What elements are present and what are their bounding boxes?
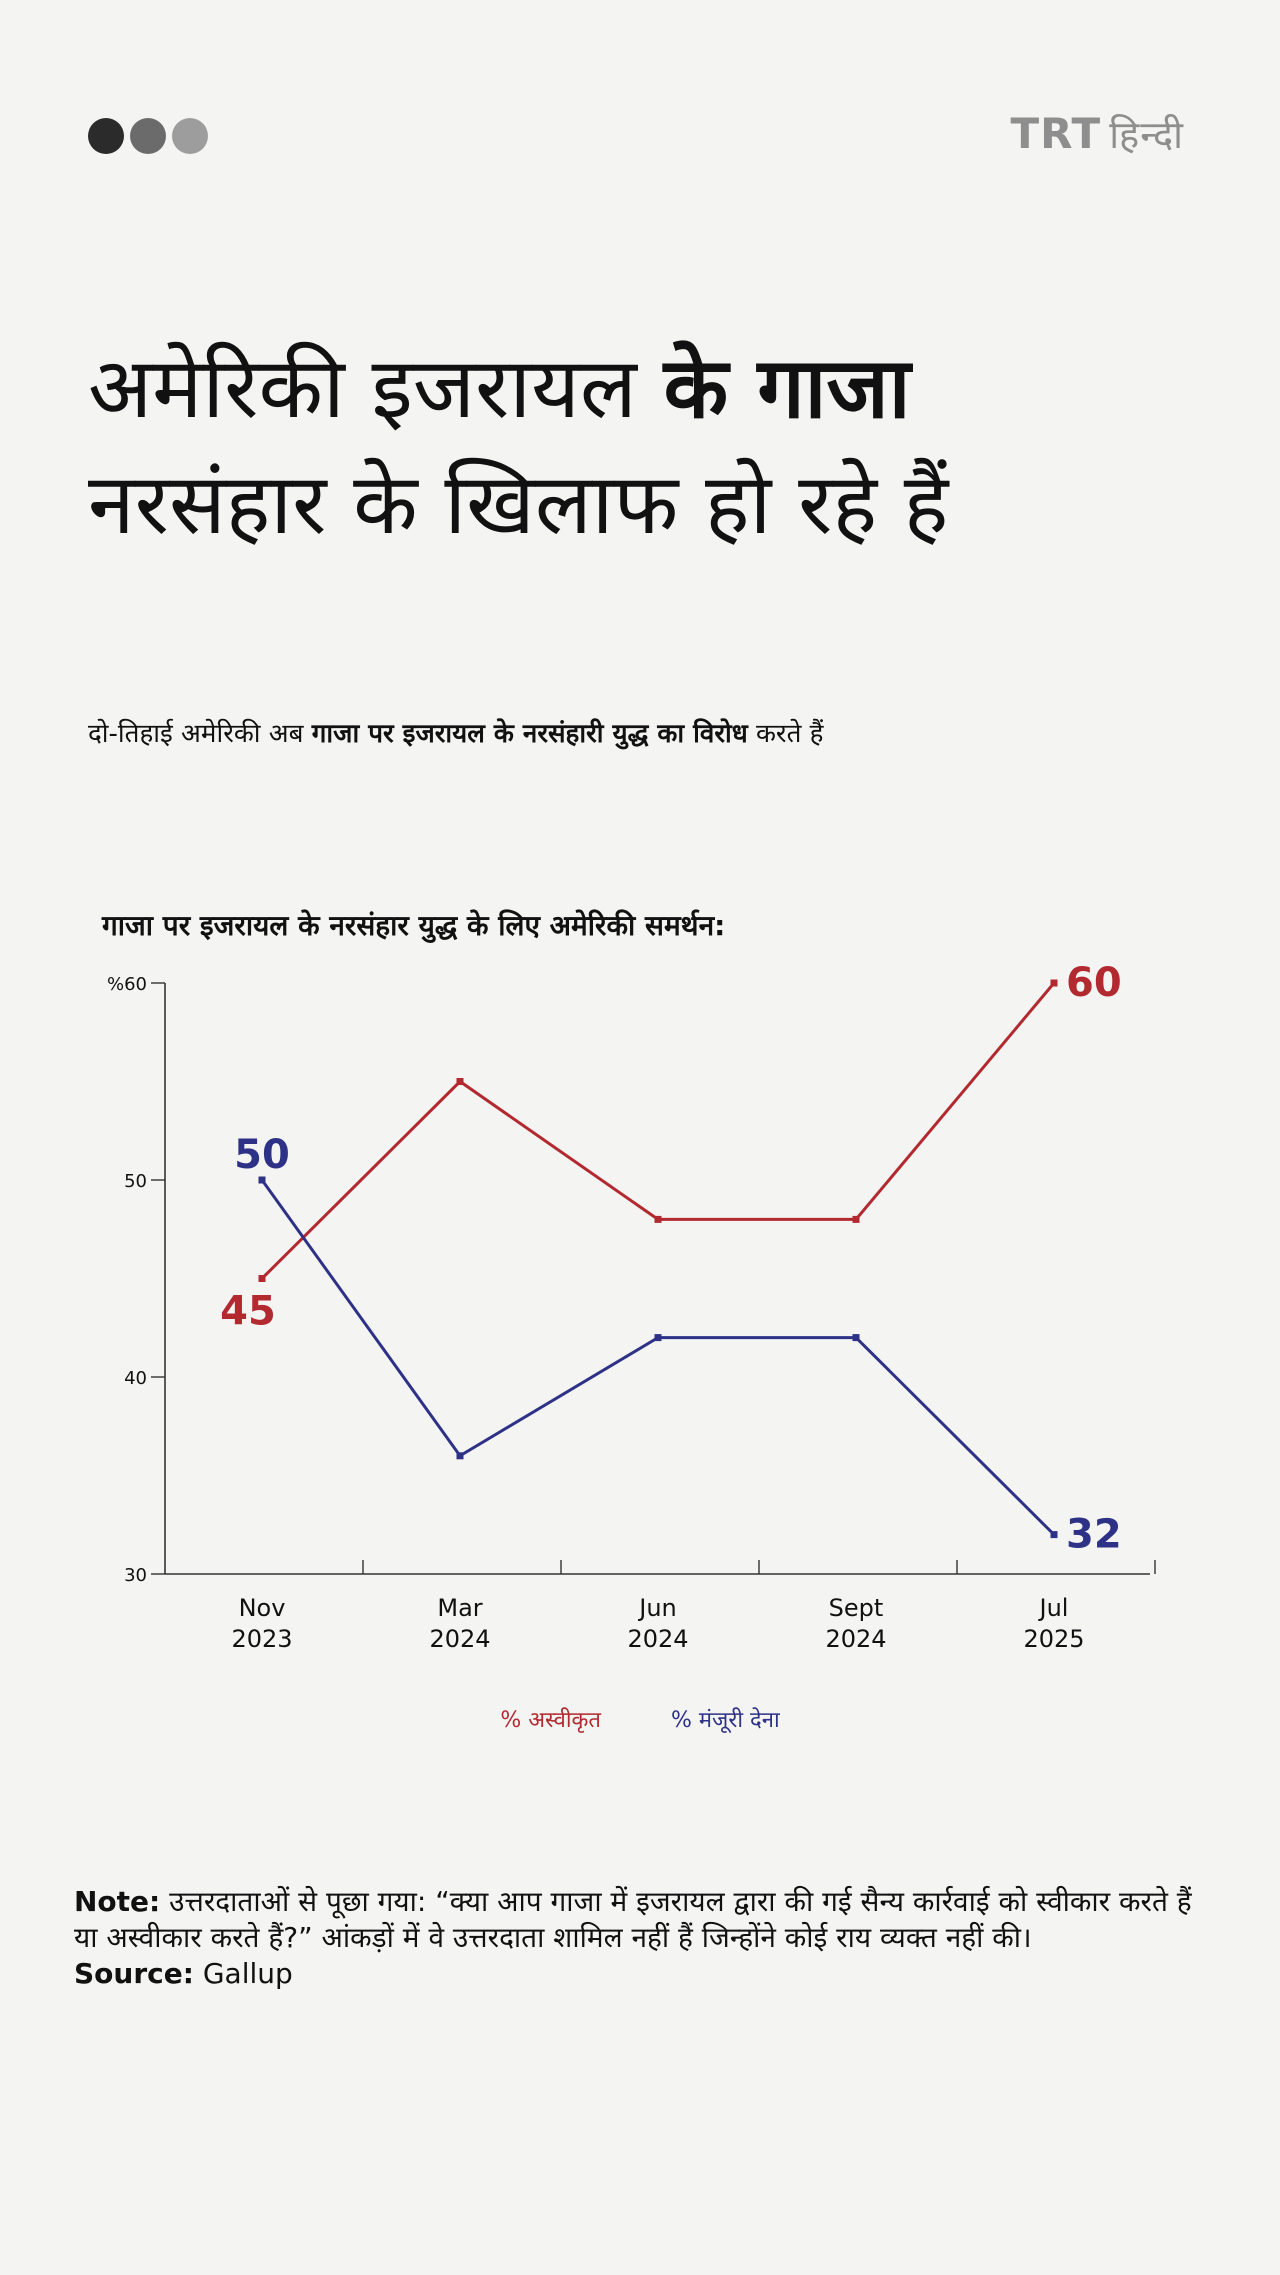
x-axis-ticks: Nov 2023 Mar 2024 Jun 2024 Sept 2024 Jul 2025 xyxy=(231,1560,1156,1653)
x-tick-label-line: Mar xyxy=(437,1594,482,1622)
x-tick-label-line: 2025 xyxy=(1023,1625,1084,1653)
trt-logo: TRT हिन्दी xyxy=(1010,108,1184,160)
brand-dot-3 xyxy=(172,118,208,154)
chart-axes xyxy=(164,983,1150,1575)
brand-dot-1 xyxy=(88,118,124,154)
x-tick-label-line: Jul xyxy=(1038,1594,1069,1622)
chart-legend: % अस्वीकृत % मंजूरी देना xyxy=(0,1704,1280,1734)
y-tick-label: 50 xyxy=(124,1171,147,1192)
source-text: Gallup xyxy=(193,1957,293,1990)
legend-item-disapprove: % अस्वीकृत xyxy=(500,1708,601,1733)
data-point xyxy=(456,1078,464,1085)
data-labels: 45 60 50 32 xyxy=(220,960,1122,1558)
x-tick-label: Mar 2024 xyxy=(429,1594,490,1653)
logo-name: TRT xyxy=(1010,109,1102,158)
series-line-0 xyxy=(260,982,1056,1280)
brand-dots xyxy=(88,118,208,154)
data-point xyxy=(1050,979,1058,987)
data-point xyxy=(456,1452,464,1460)
data-point xyxy=(852,1334,860,1342)
data-label: 50 xyxy=(234,1132,290,1178)
data-point xyxy=(258,1176,266,1184)
x-tick-label-line: Jun xyxy=(637,1594,677,1622)
x-tick-label: Jun 2024 xyxy=(627,1594,688,1653)
y-tick-label: 30 xyxy=(124,1565,147,1586)
series-lines xyxy=(260,982,1056,1536)
x-tick-label-line: Nov xyxy=(239,1594,286,1622)
data-point xyxy=(258,1275,266,1282)
legend-item-approve: % मंजूरी देना xyxy=(670,1708,780,1733)
data-label: 32 xyxy=(1066,1512,1122,1558)
subhead-post: करते हैं xyxy=(747,719,824,749)
subhead-bold: गाजा पर इजरायल के नरसंहारी युद्ध का विरो… xyxy=(311,719,748,749)
subhead-pre: दो-तिहाई अमेरिकी अब xyxy=(88,719,312,749)
y-axis-ticks: 30 40 50 %60 xyxy=(107,974,165,1586)
x-tick-label: Nov 2023 xyxy=(231,1594,292,1653)
logo-sub: हिन्दी xyxy=(1109,113,1184,157)
note-label: Note: xyxy=(74,1885,161,1918)
x-tick-label: Sept 2024 xyxy=(825,1594,886,1653)
brand-dot-2 xyxy=(130,118,166,154)
headline-part2: के गाजा xyxy=(663,339,911,437)
series-points xyxy=(258,979,1058,1539)
data-point xyxy=(1050,1531,1058,1539)
x-tick-label: Jul 2025 xyxy=(1023,1594,1084,1653)
data-point xyxy=(654,1215,662,1223)
data-point xyxy=(654,1334,662,1342)
subheadline: दो-तिहाई अमेरिकी अब गाजा पर इजरायल के नर… xyxy=(88,714,823,750)
x-tick-label-line: 2024 xyxy=(627,1625,688,1653)
data-point xyxy=(852,1215,860,1223)
data-label: 45 xyxy=(220,1289,276,1335)
x-tick-label-line: 2024 xyxy=(429,1625,490,1653)
note-text: उत्तरदाताओं से पूछा गया: “क्या आप गाजा म… xyxy=(74,1885,1192,1954)
x-tick-label-line: 2023 xyxy=(231,1625,292,1653)
headline-line2: नरसंहार के खिलाफ हो रहे हैं xyxy=(88,455,949,553)
chart-title: गाजा पर इजरायल के नरसंहार युद्ध के लिए अ… xyxy=(102,909,726,942)
source-label: Source: xyxy=(74,1957,194,1990)
x-tick-label-line: Sept xyxy=(829,1594,884,1622)
headline: अमेरिकी इजरायल के गाजा नरसंहार के खिलाफ … xyxy=(88,330,1208,562)
y-tick-label: 40 xyxy=(124,1368,147,1389)
data-label: 60 xyxy=(1066,960,1122,1006)
footnote: Note: उत्तरदाताओं से पूछा गया: “क्या आप … xyxy=(74,1884,1214,1992)
x-tick-label-line: 2024 xyxy=(825,1625,886,1653)
headline-part1: अमेरिकी इजरायल xyxy=(88,339,664,437)
y-tick-label: %60 xyxy=(107,974,147,995)
series-line-1 xyxy=(260,1179,1056,1536)
